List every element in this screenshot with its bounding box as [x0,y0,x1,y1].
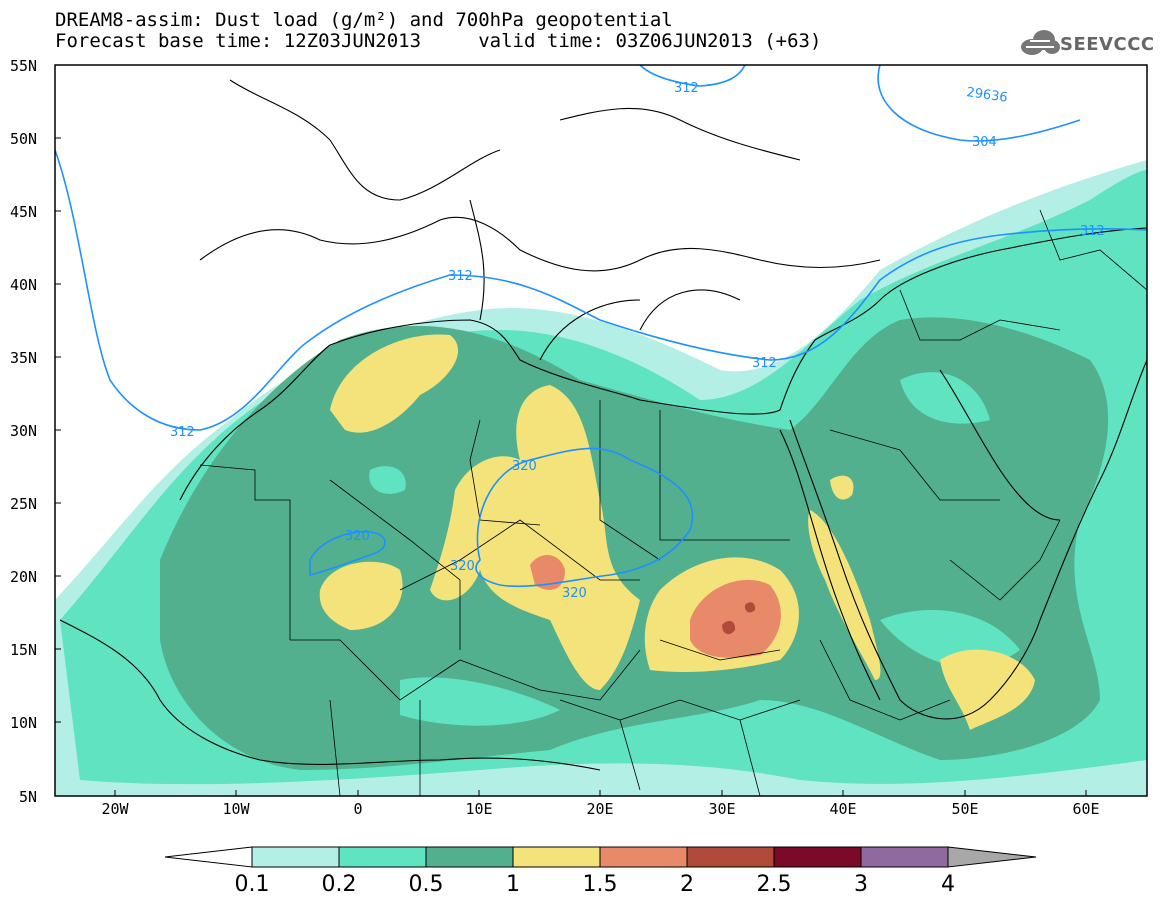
lat-label: 55N [10,57,38,75]
lat-label: 20N [10,568,38,586]
lon-label: 50E [951,800,979,818]
lon-label: 0 [353,800,363,818]
contour-312-north [639,65,746,87]
colorbar-label: 0.1 [234,872,270,897]
lat-label: 25N [10,495,38,513]
lat-label: 45N [10,203,38,221]
colorbar-label: 4 [941,872,955,897]
contour-label: 312 [448,269,473,284]
contour-label: 312 [1080,224,1105,239]
contour-label: 312 [674,81,699,96]
colorbar-label: 2.5 [756,872,792,897]
contour-label: 312 [170,425,195,440]
contour-label: 312 [752,356,777,371]
contour-label: 320 [345,529,370,544]
lon-label: 60E [1072,800,1100,818]
dust-region-2 [722,620,736,635]
dust-region-1 [330,334,459,433]
lat-label: 50N [10,130,38,148]
lon-label: 20W [101,800,129,818]
contour-312-west [55,149,1147,431]
contour-320-west [309,530,386,577]
contour-label: 29636 [965,85,1008,106]
lat-label: 10N [10,714,38,732]
map-subtitle: Forecast base time: 12Z03JUN2013 valid t… [55,30,822,52]
lon-label: 10E [465,800,493,818]
lon-label: 20E [586,800,614,818]
lon-label: 30E [708,800,736,818]
contour-320 [475,447,694,588]
colorbar-label: 2 [680,872,694,897]
map-title: DREAM8-assim: Dust load (g/m²) and 700hP… [55,9,673,31]
colorbar-label: 1 [506,872,520,897]
colorbar-label: 3 [854,872,868,897]
contour-label: 304 [972,135,997,150]
contour-label: 320 [562,586,587,601]
contour-label: 320 [450,559,475,574]
lat-label: 40N [10,276,38,294]
lat-label: 35N [10,349,38,367]
contour-label: 320 [512,459,537,474]
dust-region-1.5 [690,579,781,658]
lon-label: 40E [829,800,857,818]
lon-label: 10W [222,800,250,818]
colorbar-label: 1.5 [582,872,618,897]
cloud-icon [1021,30,1060,55]
logo-text: SEEVCCC [1060,34,1155,55]
colorbar-label: 0.2 [321,872,357,897]
lat-label: 5N [19,788,38,806]
lat-label: 30N [10,422,38,440]
colorbar-label: 0.5 [408,872,444,897]
lat-label: 15N [10,641,38,659]
contour-304 [877,65,1081,142]
